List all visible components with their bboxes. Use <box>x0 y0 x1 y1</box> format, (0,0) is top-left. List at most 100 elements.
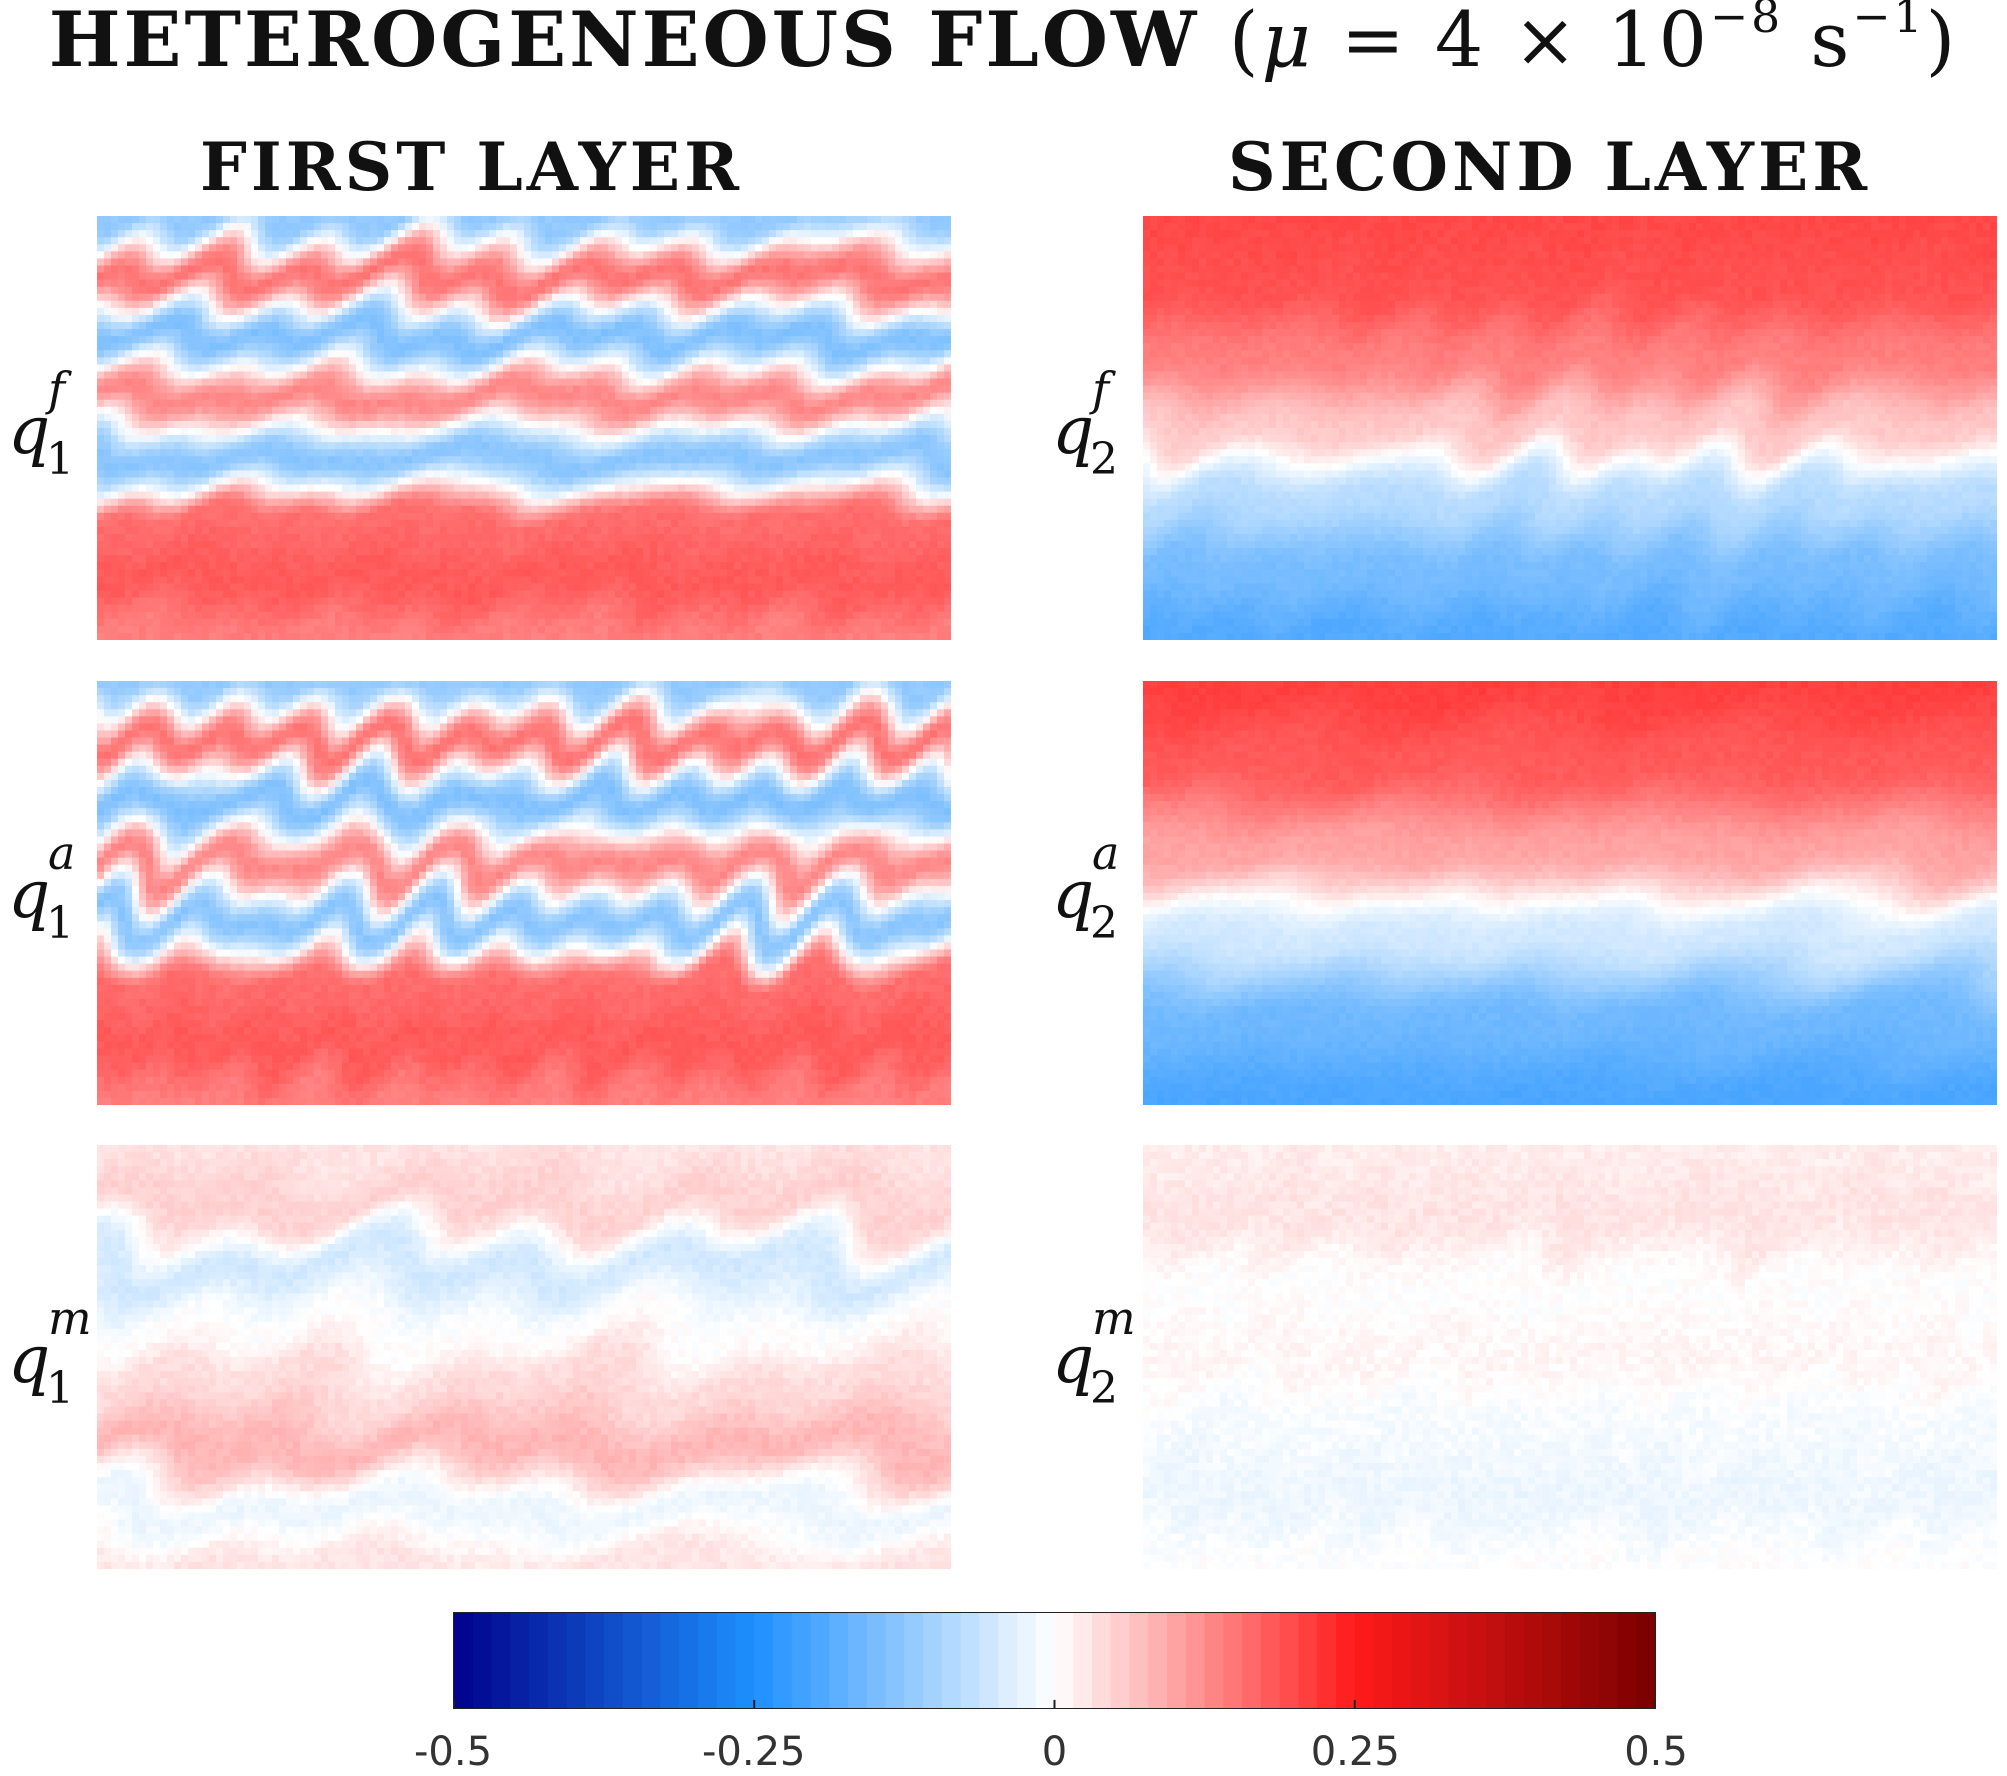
heatmap-cell <box>741 413 749 422</box>
heatmap-cell <box>104 329 112 337</box>
heatmap-cell <box>769 293 777 302</box>
heatmap-cell <box>629 272 637 281</box>
heatmap-cell <box>524 265 532 274</box>
heatmap-cell <box>755 491 763 500</box>
heatmap-cell <box>804 300 812 309</box>
heatmap-cell <box>643 491 651 500</box>
heatmap-cell <box>811 279 819 288</box>
heatmap-cell <box>825 477 833 486</box>
heatmap-cell <box>384 350 392 358</box>
heatmap-cell <box>545 322 553 330</box>
heatmap-cell <box>811 300 819 309</box>
heatmap-cell <box>629 498 637 507</box>
heatmap-cell <box>867 336 875 344</box>
heatmap-cell <box>349 216 357 224</box>
heatmap-cell <box>202 484 210 493</box>
heatmap-cell <box>902 491 910 500</box>
heatmap-cell <box>251 322 259 330</box>
heatmap-cell <box>146 420 154 429</box>
heatmap-cell <box>398 357 406 365</box>
heatmap-cell <box>300 491 308 500</box>
heatmap-cell <box>776 216 784 224</box>
heatmap-cell <box>398 484 406 493</box>
heatmap-cell <box>629 364 637 372</box>
heatmap-cell <box>706 463 714 471</box>
heatmap-cell <box>153 216 161 224</box>
heatmap-cell <box>97 435 105 443</box>
heatmap-cell <box>216 491 224 500</box>
heatmap-cell <box>328 244 336 252</box>
heatmap-cell <box>559 223 567 231</box>
heatmap-cell <box>797 286 805 295</box>
heatmap-cell <box>559 385 567 394</box>
heatmap-cell <box>426 322 434 330</box>
heatmap-cell <box>286 272 294 281</box>
heatmap-cell <box>300 477 308 486</box>
heatmap-cell <box>447 484 455 493</box>
heatmap-cell <box>699 258 707 266</box>
heatmap-cell <box>188 428 196 436</box>
heatmap-cell <box>923 258 931 266</box>
heatmap-cell <box>671 484 679 493</box>
heatmap-cell <box>538 491 546 500</box>
heatmap-cell <box>594 456 602 464</box>
heatmap-cell <box>258 463 266 471</box>
heatmap-cell <box>489 364 497 372</box>
heatmap-cell <box>314 392 322 401</box>
heatmap-cell <box>391 435 399 443</box>
heatmap-cell <box>160 322 168 330</box>
heatmap-cell <box>762 385 770 394</box>
heatmap-cell <box>237 413 245 422</box>
heatmap-cell <box>776 406 784 415</box>
heatmap-cell <box>223 307 231 316</box>
heatmap-cell <box>923 456 931 464</box>
heatmap-cell <box>937 392 945 401</box>
heatmap-cell <box>342 498 350 507</box>
heatmap-cell <box>713 435 721 443</box>
heatmap-cell <box>531 314 539 323</box>
heatmap-cell <box>468 322 476 330</box>
heatmap-cell <box>503 435 511 443</box>
heatmap-cell <box>328 336 336 344</box>
heatmap-cell <box>391 406 399 415</box>
heatmap-cell <box>279 322 287 330</box>
heatmap-cell <box>125 442 133 450</box>
heatmap-cell <box>734 456 742 464</box>
heatmap-cell <box>335 350 343 358</box>
heatmap-cell <box>398 223 406 231</box>
heatmap-cell <box>314 293 322 302</box>
heatmap-cell <box>650 314 658 323</box>
heatmap-cell <box>139 498 147 507</box>
heatmap-cell <box>230 293 238 302</box>
heatmap-cell <box>580 399 588 408</box>
heatmap-cell <box>615 371 623 380</box>
heatmap-cell <box>881 293 889 302</box>
heatmap-cell <box>916 293 924 302</box>
heatmap-cell <box>706 420 714 429</box>
heatmap-cell <box>426 463 434 471</box>
heatmap-cell <box>657 371 665 380</box>
heatmap-cell <box>853 272 861 281</box>
heatmap-cell <box>426 343 434 351</box>
heatmap-cell <box>552 279 560 288</box>
heatmap-cell <box>412 491 420 500</box>
heatmap-cell <box>573 265 581 274</box>
heatmap-cell <box>594 491 602 500</box>
heatmap-cell <box>727 286 735 295</box>
heatmap-cell <box>804 307 812 316</box>
heatmap-cell <box>363 300 371 309</box>
heatmap-cell <box>867 314 875 323</box>
heatmap-cell <box>510 343 518 351</box>
heatmap-cell <box>174 230 182 238</box>
heatmap-cell <box>797 322 805 330</box>
heatmap-cell <box>398 251 406 259</box>
heatmap-cell <box>923 343 931 351</box>
heatmap-cell <box>153 314 161 323</box>
heatmap-cell <box>650 230 658 238</box>
heatmap-cell <box>692 385 700 394</box>
heatmap-cell <box>699 350 707 358</box>
heatmap-cell <box>272 435 280 443</box>
heatmap-cell <box>930 223 938 231</box>
heatmap-cell <box>755 428 763 436</box>
heatmap-cell <box>720 279 728 288</box>
